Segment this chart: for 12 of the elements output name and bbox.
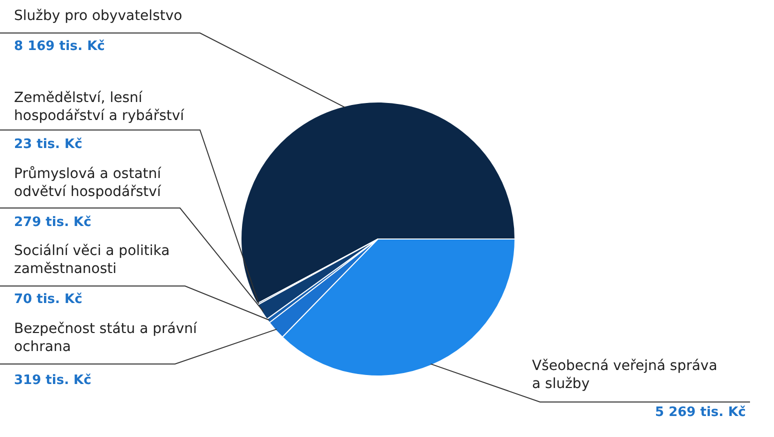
slice-label: Všeobecná veřejná správa a služby [532,358,718,392]
slice-label: Služby pro obyvatelstvo [14,8,182,24]
data-label: 8 169 tis. Kč [14,39,105,54]
data-label: 5 269 tis. Kč [655,405,746,420]
slice-label: Sociální věci a politika zaměstnanosti [14,243,170,278]
data-label: 279 tis. Kč [14,215,92,230]
slice-label: Bezpečnost státu a právní ochrana [14,321,198,356]
data-label: 319 tis. Kč [14,373,92,388]
data-label: 70 tis. Kč [14,292,82,307]
slice-label: Zemědělství, lesní hospodářství a rybářství [14,90,186,124]
data-label: 23 tis. Kč [14,137,82,152]
slice-label: Průmyslová a ostatní odvětví hospodářství [14,166,162,200]
